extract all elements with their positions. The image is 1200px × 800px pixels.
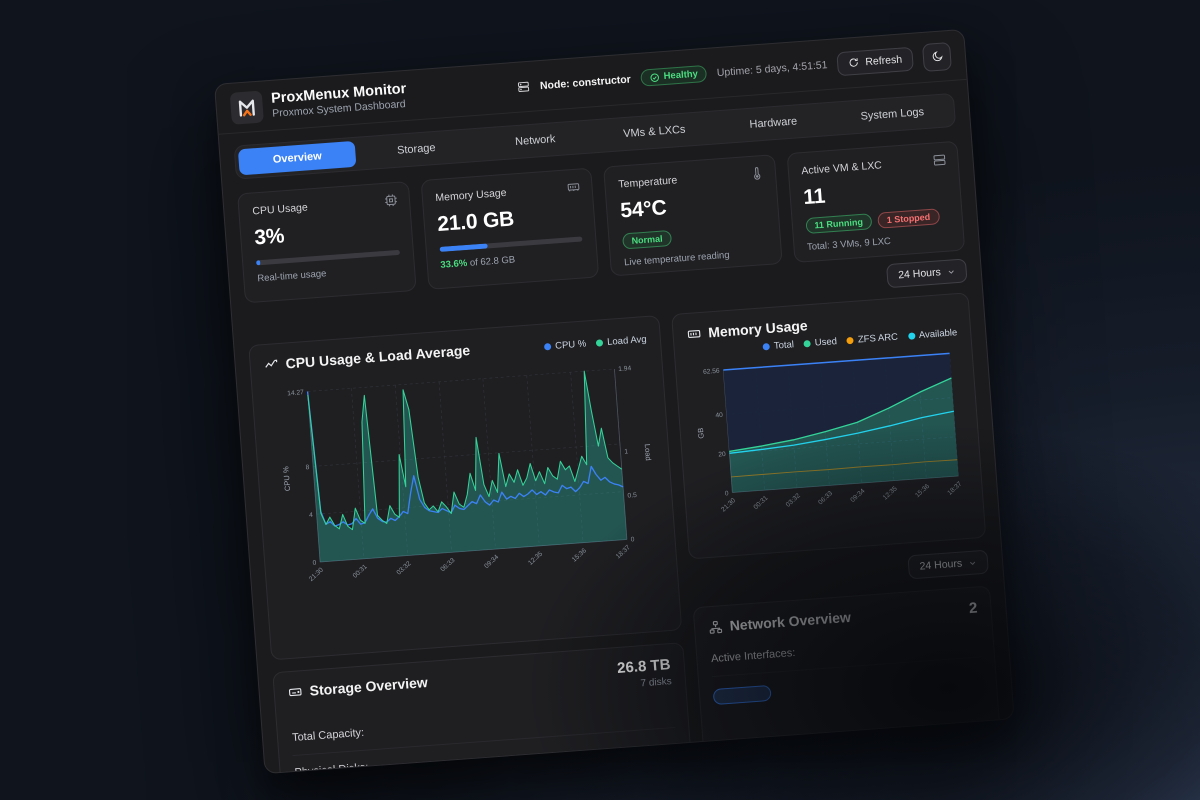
cpu-value: 3% <box>253 224 286 250</box>
network-icon <box>709 620 722 634</box>
svg-text:18:37: 18:37 <box>615 544 632 561</box>
time-range-select-2[interactable]: 24 Hours <box>907 549 989 580</box>
health-badge: Healthy <box>640 64 708 87</box>
brand: ProxMenux Monitor Proxmox System Dashboa… <box>229 79 408 125</box>
storage-disk-count: 7 disks <box>640 676 673 690</box>
svg-text:03:32: 03:32 <box>396 560 413 577</box>
tab-network[interactable]: Network <box>514 133 556 149</box>
svg-text:12:35: 12:35 <box>881 485 898 502</box>
memory-card-label: Memory Usage <box>435 186 507 205</box>
chevron-down-icon <box>969 561 976 565</box>
thermometer-icon <box>749 166 764 186</box>
temperature-caption: Live temperature reading <box>623 249 730 269</box>
server-icon <box>517 81 530 92</box>
vm-running-badge: 11 Running <box>804 213 873 235</box>
cpu-chart-legend: CPU % Load Avg <box>543 334 647 352</box>
cpu-progress <box>256 249 400 266</box>
svg-text:GB: GB <box>696 428 706 440</box>
proxmenux-logo-icon <box>229 90 264 125</box>
memory-chart-title-row: Memory Usage <box>686 317 808 342</box>
memory-usage-card: Memory Usage 21.0 GB 33.6% of 62.8 GB <box>420 167 600 290</box>
refresh-icon <box>849 58 858 67</box>
memory-progress <box>439 236 583 252</box>
svg-text:0.5: 0.5 <box>627 492 637 500</box>
active-vm-lxc-card: Active VM & LXC 11 11 Running 1 Stopped … <box>786 140 966 263</box>
tab-system-logs[interactable]: System Logs <box>860 106 925 123</box>
svg-text:06:33: 06:33 <box>817 490 834 507</box>
svg-text:12:35: 12:35 <box>527 550 544 567</box>
vm-caption: Total: 3 VMs, 9 LXC <box>806 235 892 253</box>
svg-text:1: 1 <box>624 448 629 455</box>
svg-text:0: 0 <box>312 560 317 567</box>
svg-text:0: 0 <box>724 490 729 497</box>
node-name: Node: constructor <box>539 72 632 92</box>
chevron-down-icon <box>948 269 954 274</box>
svg-text:15:36: 15:36 <box>571 547 588 564</box>
interface-badge[interactable] <box>712 684 772 706</box>
svg-text:Load: Load <box>643 443 653 460</box>
vm-card-label: Active VM & LXC <box>801 159 883 178</box>
memory-caption: 33.6% of 62.8 GB <box>439 254 516 271</box>
tab-storage[interactable]: Storage <box>396 141 436 157</box>
svg-text:1.94: 1.94 <box>618 365 632 373</box>
svg-text:14.27: 14.27 <box>287 389 304 397</box>
memory-icon <box>687 329 701 338</box>
network-overview-card: Network Overview 2 Active Interfaces: <box>692 585 1002 767</box>
svg-text:09:34: 09:34 <box>849 487 866 504</box>
storage-total-value: 26.8 TB <box>616 656 672 678</box>
svg-text:62.56: 62.56 <box>703 368 720 376</box>
check-circle-icon <box>650 72 659 82</box>
memory-chart-card: Memory Usage Total Used ZFS ARC Availabl… <box>670 292 987 560</box>
memory-value: 21.0 GB <box>436 207 515 236</box>
cpu-usage-card: CPU Usage 3% Real-time usage <box>237 181 417 304</box>
dashboard-window: ProxMenux Monitor Proxmox System Dashboa… <box>214 28 1015 775</box>
cpu-caption: Real-time usage <box>256 268 327 285</box>
svg-text:00:31: 00:31 <box>752 495 769 512</box>
svg-text:0: 0 <box>631 536 636 543</box>
cpu-load-chart: 21:30 00:31 03:32 06:33 09:34 12:35 15:36 18:37… <box>281 365 653 583</box>
temperature-card-label: Temperature <box>618 174 678 191</box>
svg-text:06:33: 06:33 <box>439 557 456 574</box>
storage-title-row: Storage Overview <box>287 674 428 700</box>
temperature-status-badge: Normal <box>622 229 673 250</box>
cpu-icon <box>383 193 398 213</box>
cpu-card-label: CPU Usage <box>252 201 309 218</box>
uptime-text: Uptime: 5 days, 4:51:51 <box>716 58 828 79</box>
svg-text:40: 40 <box>715 412 723 420</box>
temperature-value: 54°C <box>619 196 668 223</box>
svg-text:09:34: 09:34 <box>483 554 500 571</box>
svg-text:15:36: 15:36 <box>914 483 931 500</box>
storage-summary: 26.8 TB 7 disks <box>617 656 672 691</box>
refresh-button[interactable]: Refresh <box>836 46 914 76</box>
tab-vms-lxcs[interactable]: VMs & LXCs <box>622 123 686 141</box>
moon-icon <box>932 51 943 62</box>
tab-overview[interactable]: Overview <box>237 140 357 176</box>
network-summary: 2 <box>968 600 978 618</box>
tab-hardware[interactable]: Hardware <box>749 115 798 131</box>
svg-text:03:32: 03:32 <box>784 492 801 509</box>
network-title-row: Network Overview <box>707 609 851 635</box>
temperature-card: Temperature 54°C Normal Live temperature… <box>603 154 783 277</box>
vm-status-pills: 11 Running 1 Stopped <box>804 208 949 235</box>
svg-text:20: 20 <box>718 451 726 459</box>
svg-text:CPU %: CPU % <box>281 466 292 492</box>
hdd-icon <box>288 687 302 696</box>
svg-text:21:30: 21:30 <box>308 566 325 583</box>
time-range-select[interactable]: 24 Hours <box>886 258 968 289</box>
svg-text:21:30: 21:30 <box>720 497 737 514</box>
svg-text:4: 4 <box>309 512 314 519</box>
servers-icon <box>932 153 947 173</box>
vm-stopped-badge: 1 Stopped <box>877 208 940 229</box>
storage-overview-card: Storage Overview 26.8 TB 7 disks Total C… <box>272 642 694 775</box>
svg-text:8: 8 <box>305 464 310 471</box>
activity-icon <box>265 359 278 368</box>
memory-chart: 21:30 00:31 03:32 06:33 09:34 12:35 15:36 18:37… <box>696 352 963 514</box>
svg-text:00:31: 00:31 <box>352 563 369 580</box>
theme-toggle-button[interactable] <box>921 41 952 72</box>
vm-count-value: 11 <box>802 184 827 210</box>
svg-text:18:37: 18:37 <box>946 480 963 497</box>
memory-icon <box>566 179 581 199</box>
network-interface-count: 2 <box>968 599 979 618</box>
cpu-load-chart-card: CPU Usage & Load Average CPU % Load Avg … <box>248 315 682 661</box>
